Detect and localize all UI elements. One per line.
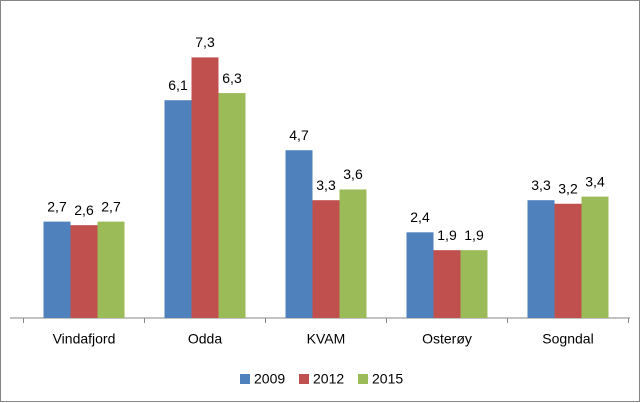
x-tick-label: Osterøy [422,331,472,347]
bar [97,221,125,318]
data-label: 7,3 [195,34,215,50]
data-label: 3,3 [531,177,551,193]
x-tick-label: Odda [188,331,222,347]
data-label: 6,1 [168,77,188,93]
data-label: 2,4 [410,209,430,225]
legend-label: 2012 [313,371,344,387]
data-label: 1,9 [437,227,457,243]
bar [581,196,609,318]
legend-swatch [240,374,250,384]
x-tick-label: Sogndal [542,331,593,347]
data-label: 3,6 [343,166,363,182]
bar [406,232,434,318]
legend-swatch [358,374,368,384]
data-label: 2,7 [47,198,67,214]
legend-label: 2009 [254,371,285,387]
bar [312,200,340,318]
bar [164,100,192,318]
bar [527,200,555,318]
data-label: 1,9 [464,227,484,243]
data-label: 3,4 [585,173,605,189]
bar [218,93,246,318]
bar [285,150,313,318]
data-label: 3,3 [316,177,336,193]
bar [43,221,71,318]
data-label: 2,6 [74,202,94,218]
bar [191,57,219,318]
legend-swatch [299,374,309,384]
data-label: 4,7 [289,127,309,143]
bar [70,225,98,318]
bar [433,250,461,318]
bar [339,189,367,318]
x-tick-label: KVAM [307,331,346,347]
x-tick-label: Vindafjord [53,331,116,347]
data-label: 2,7 [101,198,121,214]
data-label: 3,2 [558,180,578,196]
data-label: 6,3 [222,70,242,86]
bar [460,250,488,318]
legend-label: 2015 [372,371,403,387]
bar [554,203,582,318]
